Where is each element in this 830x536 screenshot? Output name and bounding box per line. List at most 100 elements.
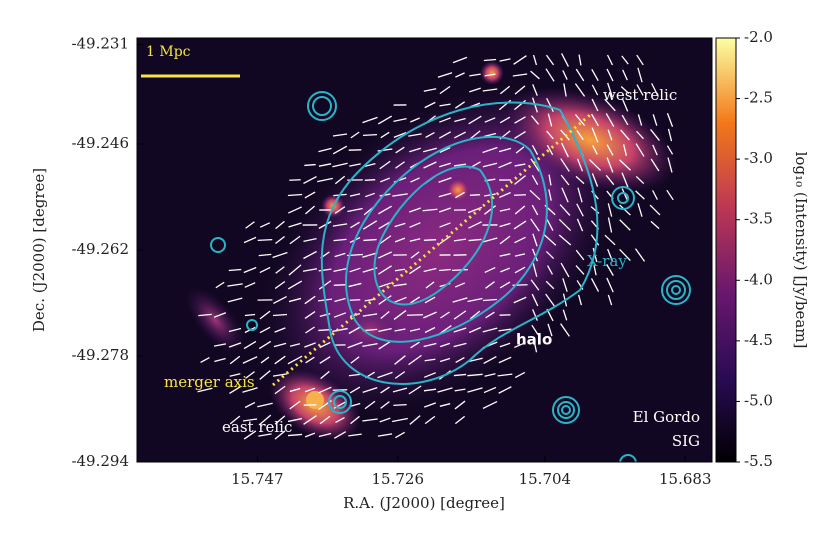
polarization-vector	[319, 356, 331, 364]
polarization-vector	[606, 54, 614, 66]
colorbar-tick-label: -4.0	[744, 270, 773, 288]
polarization-vector	[453, 310, 467, 320]
polarization-vector	[561, 142, 569, 158]
polarization-vector	[258, 433, 272, 437]
polarization-vector	[650, 129, 660, 141]
polarization-vector	[652, 144, 658, 156]
annotation: X-ray	[587, 252, 627, 270]
west-relic-emission	[504, 87, 676, 193]
polarization-vector	[514, 236, 526, 244]
polarization-vector	[619, 204, 631, 216]
polarization-vector	[531, 248, 539, 262]
polarization-vector	[348, 325, 362, 335]
polarization-vector	[453, 327, 467, 333]
polarization-vector	[561, 187, 569, 203]
colorbar-tick-label: -5.0	[744, 391, 773, 409]
polarization-vector	[439, 85, 451, 95]
polarization-vector	[547, 323, 553, 337]
polarization-vector	[378, 327, 392, 333]
polarization-vector	[305, 205, 315, 215]
x-tick-label: 15.704	[519, 470, 572, 488]
polarization-vector	[319, 312, 331, 318]
polarization-vector	[562, 278, 568, 292]
polarization-vector	[545, 280, 555, 290]
polarization-vector	[607, 248, 613, 262]
polarization-vector	[635, 175, 645, 185]
polarization-vector	[394, 371, 406, 379]
polarization-vector	[362, 220, 378, 230]
source	[306, 391, 324, 409]
polarization-vector	[561, 53, 569, 67]
polarization-vector	[530, 158, 540, 172]
polarization-vector	[274, 327, 286, 333]
polarization-vector	[410, 341, 420, 349]
polarization-vector	[243, 340, 257, 350]
polarization-vector	[244, 401, 256, 409]
polarization-vector	[620, 86, 630, 94]
polarization-vector	[562, 70, 568, 80]
polarization-vector	[469, 310, 481, 320]
polarization-vector	[483, 386, 497, 394]
polarization-vector	[439, 268, 451, 272]
polarization-vector	[635, 143, 645, 157]
polarization-vector	[484, 73, 496, 77]
colorbar-tick-label: -5.5	[744, 452, 773, 470]
polarization-vector	[333, 284, 347, 286]
polarization-vector	[512, 73, 528, 77]
polarization-vector	[498, 386, 512, 394]
polarization-vector	[589, 159, 601, 171]
polarization-vector	[423, 311, 437, 319]
polarization-vector	[606, 264, 614, 276]
polarization-vector	[453, 342, 467, 348]
polarization-vector	[484, 373, 496, 377]
polarization-vector	[364, 179, 376, 181]
polarization-vector	[453, 163, 467, 167]
image	[137, 38, 712, 462]
polarization-vector	[424, 372, 436, 378]
annotation: SIG	[672, 432, 700, 450]
polarization-vector	[499, 235, 511, 245]
polarization-vector	[423, 239, 437, 241]
polarization-vector	[439, 403, 451, 407]
polarization-vector	[455, 191, 465, 199]
polarization-vector	[500, 267, 510, 273]
polarization-vector	[257, 402, 273, 408]
polarization-vector	[378, 265, 392, 275]
polarization-vector	[274, 355, 286, 365]
x-axis-label: R.A. (J2000) [degree]	[343, 494, 505, 512]
polarization-vector	[409, 296, 421, 304]
polarization-vector	[335, 416, 345, 424]
polarization-vector	[272, 373, 288, 377]
polarization-vector	[513, 55, 527, 65]
polarization-vector	[439, 207, 451, 213]
polarization-vector	[485, 281, 495, 289]
polarization-vector	[227, 283, 243, 287]
polarization-vector	[409, 222, 421, 228]
y-tick-label: -49.294	[71, 452, 129, 470]
polarization-vector	[272, 313, 288, 317]
polarization-vector	[243, 266, 257, 274]
polarization-vector	[468, 115, 482, 125]
polarization-vector	[303, 250, 317, 260]
polarization-vector	[634, 248, 646, 262]
polarization-vector	[304, 311, 316, 319]
polarization-vector	[304, 387, 316, 393]
polarization-vector	[409, 147, 421, 153]
polarization-vector	[275, 235, 285, 245]
polarization-vector	[287, 355, 303, 365]
polarization-vector	[499, 85, 511, 95]
polarization-vector	[437, 72, 453, 78]
polarization-vector	[620, 129, 630, 141]
polarization-vector	[590, 278, 600, 292]
polarization-vector	[606, 68, 614, 82]
polarization-vector	[424, 358, 436, 362]
polarization-vector	[514, 85, 526, 95]
polarization-vector	[287, 417, 303, 423]
polarization-vector	[499, 208, 511, 212]
polarization-vector	[575, 265, 585, 275]
polarization-vector	[576, 218, 584, 232]
polarization-vector	[439, 235, 451, 245]
polarization-vector	[529, 189, 541, 201]
polarization-vector	[317, 177, 333, 183]
polarization-vector	[650, 220, 660, 230]
